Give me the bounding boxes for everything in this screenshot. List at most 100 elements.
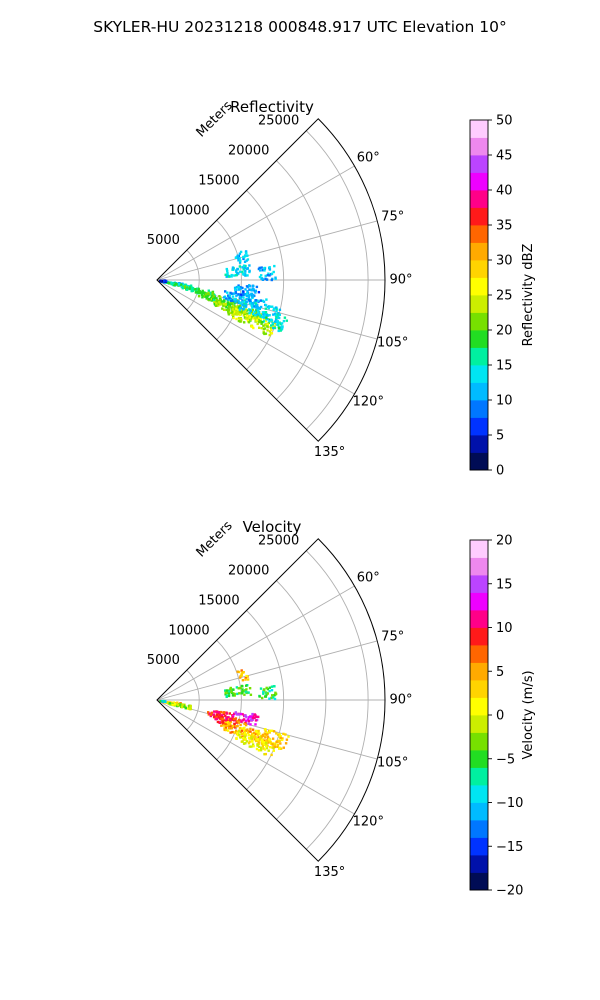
echo-point (232, 717, 236, 721)
echo-point (235, 317, 238, 321)
echo-point (214, 300, 218, 304)
echo-point (250, 734, 253, 738)
echo-point (177, 282, 181, 286)
echo-point (234, 711, 238, 715)
echo-point (230, 311, 234, 314)
panel-title: Reflectivity (230, 98, 314, 116)
echo-point (229, 731, 232, 734)
echo-point (283, 316, 287, 319)
echo-point (213, 301, 216, 304)
echo-point (226, 301, 230, 304)
echo-point (248, 285, 251, 288)
echo-point (271, 321, 274, 325)
colorbar-swatch (470, 400, 488, 418)
echo-point (248, 687, 252, 690)
echo-point (250, 304, 254, 307)
echo-point (252, 734, 255, 737)
colorbar-tick-label: 45 (496, 149, 513, 164)
echo-point (276, 733, 280, 736)
echo-point (240, 309, 243, 312)
echo-point (184, 283, 187, 286)
echo-point (223, 299, 226, 303)
echo-point (273, 745, 276, 749)
echo-point (238, 301, 241, 304)
echo-point (236, 254, 239, 258)
echo-point (265, 693, 268, 696)
azimuth-spoke (156, 220, 378, 281)
echo-point (241, 299, 244, 302)
echo-point (276, 320, 279, 323)
echo-point (257, 291, 261, 294)
echo-point (227, 694, 231, 698)
echo-point (234, 717, 238, 720)
colorbar-tick-label: 0 (496, 709, 504, 724)
echo-point (232, 307, 235, 311)
colorbar-swatch (470, 627, 488, 646)
colorbar-tick-label: 0 (496, 464, 504, 479)
echo-point (257, 267, 261, 271)
echo-point (218, 302, 221, 305)
echo-point (245, 688, 248, 691)
echo-point (213, 302, 216, 306)
echo-point (269, 746, 272, 749)
colorbar-swatch (470, 557, 488, 576)
sector-frame (156, 118, 386, 442)
echo-point (238, 730, 241, 733)
radial-tick-label: 10000 (168, 623, 209, 638)
echo-point (231, 299, 234, 302)
echo-point (276, 313, 279, 316)
echo-point (245, 251, 248, 255)
echo-point (277, 322, 280, 325)
echo-point (256, 313, 259, 316)
echo-point (263, 748, 267, 751)
echo-point (264, 732, 267, 736)
echo-point (230, 273, 233, 277)
echo-point (278, 313, 281, 316)
echo-point (244, 690, 247, 693)
echo-point (215, 297, 218, 300)
echo-point (209, 713, 213, 716)
angle-tick-label: 120° (353, 395, 384, 410)
echo-point (262, 692, 265, 695)
echo-point (273, 326, 277, 330)
echo-point (241, 713, 244, 716)
echo-point (232, 309, 235, 312)
echo-point (270, 278, 273, 282)
echo-point (262, 313, 265, 316)
echo-point (258, 320, 261, 324)
echo-point (258, 314, 262, 317)
angle-tick-label: 90° (389, 273, 412, 288)
echo-point (220, 300, 223, 303)
echo-point (226, 724, 229, 727)
colorbar-swatch (470, 732, 488, 751)
echo-point (244, 288, 247, 291)
echo-point (265, 746, 269, 750)
echo-point (273, 697, 277, 701)
echo-point (275, 732, 278, 735)
echo-point (263, 327, 267, 330)
echo-point (225, 275, 228, 278)
echo-point (261, 745, 264, 748)
echo-point (249, 719, 252, 722)
echo-point (229, 303, 232, 306)
echo-point (191, 289, 195, 293)
colorbar-swatch (470, 837, 488, 856)
echo-point (246, 718, 250, 721)
echo-point (211, 291, 214, 294)
echo-point (264, 320, 268, 323)
echo-point (226, 303, 230, 306)
colorbar-swatch (470, 645, 488, 663)
echo-point (243, 266, 247, 270)
echo-point (239, 293, 243, 296)
echo-point (195, 291, 198, 294)
echo-point (256, 306, 259, 309)
echo-point (238, 295, 242, 298)
echo-point (212, 296, 215, 299)
echo-point (246, 254, 249, 257)
echo-point (239, 250, 243, 254)
echo-point (282, 319, 286, 323)
echo-point (212, 294, 215, 298)
echo-point (180, 705, 184, 708)
echo-point (270, 729, 274, 732)
echo-point (251, 716, 255, 720)
